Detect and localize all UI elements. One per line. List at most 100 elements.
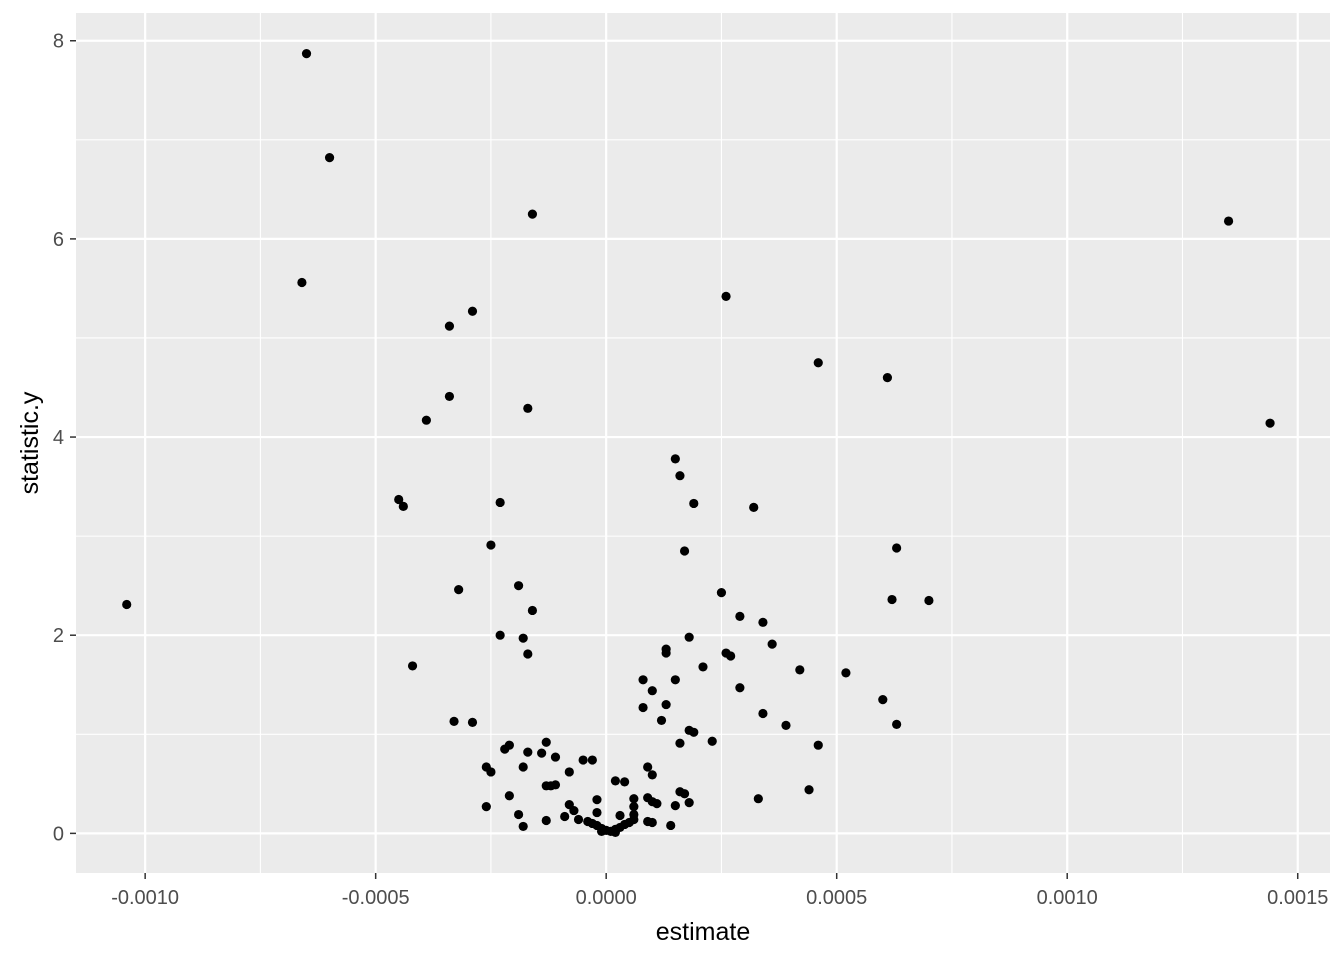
- data-point: [643, 816, 653, 827]
- x-tick-label: 0.0005: [806, 887, 867, 909]
- data-point: [670, 454, 680, 464]
- x-tick-label: -0.0010: [111, 887, 179, 909]
- data-point: [610, 776, 621, 786]
- data-point: [592, 795, 602, 805]
- data-point: [454, 585, 464, 595]
- data-point: [656, 715, 667, 726]
- data-point: [887, 594, 897, 605]
- data-point: [1223, 216, 1234, 226]
- data-point: [892, 719, 902, 729]
- x-tick-label: 0.0010: [1037, 887, 1098, 909]
- data-point: [615, 810, 625, 821]
- data-point: [675, 471, 685, 481]
- data-point: [467, 717, 478, 728]
- data-point: [407, 661, 418, 671]
- data-point: [749, 502, 759, 513]
- data-point: [643, 762, 653, 772]
- x-axis-title: estimate: [656, 918, 750, 946]
- data-point: [698, 662, 708, 672]
- data-point: [670, 801, 680, 811]
- data-point: [813, 358, 823, 368]
- data-point: [444, 391, 455, 402]
- data-point: [564, 767, 574, 777]
- data-point: [716, 588, 727, 598]
- data-point: [301, 49, 312, 59]
- data-point: [398, 501, 408, 512]
- data-point: [481, 802, 491, 812]
- y-tick-label: 4: [53, 427, 64, 449]
- data-point: [550, 752, 561, 762]
- data-point: [721, 291, 731, 301]
- plot-panel: [76, 13, 1330, 873]
- data-point: [518, 762, 528, 772]
- data-point: [541, 815, 551, 826]
- data-point: [596, 826, 607, 836]
- data-point: [758, 617, 768, 627]
- data-point: [629, 814, 639, 825]
- data-point: [394, 494, 404, 505]
- data-point: [587, 755, 597, 765]
- data-point: [666, 820, 676, 831]
- data-point: [421, 415, 431, 425]
- data-point: [684, 632, 694, 642]
- data-point: [638, 675, 648, 685]
- data-point: [324, 153, 335, 163]
- data-point: [758, 708, 768, 719]
- data-point: [707, 736, 717, 746]
- data-point: [486, 767, 496, 777]
- data-point: [592, 807, 602, 818]
- data-point: [629, 794, 639, 804]
- y-tick-label: 2: [53, 625, 64, 647]
- data-point: [924, 595, 934, 606]
- data-point: [647, 686, 657, 696]
- data-point: [629, 802, 639, 812]
- y-axis-title: statistic.y: [16, 391, 44, 494]
- data-point: [679, 546, 690, 556]
- data-point: [523, 649, 533, 659]
- x-tick-label: 0.0000: [576, 887, 637, 909]
- y-tick-label: 8: [53, 31, 64, 53]
- data-point: [444, 321, 455, 331]
- data-point: [527, 209, 538, 219]
- y-tick-label: 0: [53, 823, 64, 845]
- data-point: [726, 651, 736, 661]
- data-point: [767, 639, 777, 649]
- data-point: [504, 791, 514, 801]
- data-point: [513, 581, 524, 591]
- data-point: [1265, 418, 1275, 428]
- data-point: [486, 540, 496, 550]
- data-point: [675, 738, 685, 748]
- minor-gridlines: [76, 13, 1330, 873]
- x-tick-label: -0.0005: [342, 887, 410, 909]
- data-point: [882, 373, 893, 383]
- data-points: [122, 49, 1275, 837]
- data-point: [620, 777, 630, 787]
- data-point: [647, 770, 657, 780]
- data-point: [495, 497, 505, 508]
- data-point: [573, 814, 584, 825]
- data-point: [541, 737, 551, 747]
- data-point: [467, 306, 478, 316]
- major-gridlines: [76, 13, 1330, 873]
- data-point: [661, 648, 671, 658]
- data-point: [781, 720, 791, 730]
- data-point: [689, 727, 699, 737]
- data-point: [841, 668, 851, 678]
- data-point: [638, 702, 648, 713]
- data-point: [569, 805, 579, 816]
- data-point: [518, 821, 528, 832]
- data-point: [735, 683, 745, 693]
- data-point: [527, 605, 538, 616]
- data-point: [523, 403, 533, 413]
- data-point: [689, 498, 699, 509]
- data-point: [513, 809, 524, 820]
- y-tick-label: 6: [53, 229, 64, 251]
- data-point: [684, 798, 694, 808]
- data-point: [449, 716, 459, 727]
- data-point: [546, 781, 556, 791]
- data-point: [652, 799, 662, 809]
- data-point: [813, 740, 823, 750]
- y-axis: 0 2 4 6 8: [53, 31, 76, 845]
- data-point: [735, 611, 745, 621]
- data-point: [661, 699, 671, 710]
